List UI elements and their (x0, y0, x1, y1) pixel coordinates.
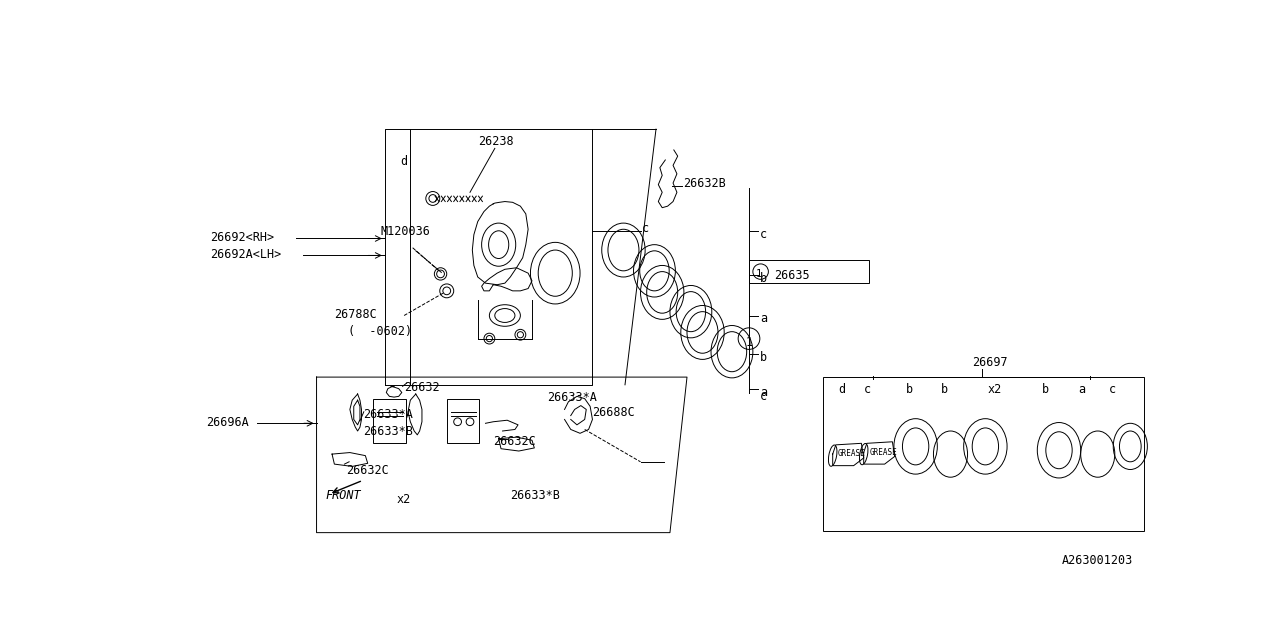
Bar (749, 260, 869, 283)
Text: 26788C: 26788C (334, 308, 378, 321)
Text: 26688C: 26688C (593, 406, 635, 419)
Text: 1: 1 (745, 336, 753, 349)
Text: c: c (760, 390, 767, 403)
Text: GREASE: GREASE (869, 448, 897, 457)
Text: FRONT: FRONT (326, 489, 361, 502)
Text: 26692A<LH>: 26692A<LH> (210, 248, 282, 260)
Text: c: c (1110, 383, 1116, 396)
Text: 26696A: 26696A (206, 415, 250, 429)
Text: d: d (838, 383, 845, 396)
Text: 26633*A: 26633*A (548, 391, 598, 404)
Text: 1: 1 (756, 269, 762, 279)
Text: b: b (760, 273, 767, 285)
Text: 26697: 26697 (973, 356, 1007, 369)
Text: 26632C: 26632C (346, 464, 389, 477)
Text: M120036: M120036 (381, 225, 431, 237)
Text: 26633*A: 26633*A (364, 408, 413, 421)
Text: a: a (1078, 383, 1085, 396)
Bar (447, 399, 479, 444)
Text: 26238: 26238 (477, 135, 513, 148)
Text: b: b (905, 383, 913, 396)
Text: A263001203: A263001203 (1061, 554, 1133, 567)
Bar (823, 377, 1144, 531)
Text: 26633*B: 26633*B (511, 489, 561, 502)
Text: b: b (941, 383, 948, 396)
Text: 26632C: 26632C (493, 435, 536, 448)
Text: 26632: 26632 (404, 381, 440, 394)
Text: x2: x2 (988, 383, 1002, 396)
Text: x2: x2 (397, 493, 411, 506)
Text: c: c (643, 222, 649, 235)
Bar (374, 399, 406, 444)
Text: 26635: 26635 (774, 269, 810, 282)
Text: 26633*B: 26633*B (364, 425, 413, 438)
Text: d: d (401, 156, 407, 168)
Text: c: c (760, 228, 767, 241)
Text: (  -0602): ( -0602) (348, 324, 412, 338)
Text: GREASE: GREASE (838, 449, 865, 458)
Text: b: b (760, 351, 767, 364)
Text: 26632B: 26632B (684, 177, 726, 190)
Text: 26692<RH>: 26692<RH> (210, 231, 274, 244)
Text: c: c (864, 383, 870, 396)
Text: b: b (1042, 383, 1050, 396)
Text: a: a (760, 312, 767, 325)
Text: a: a (760, 385, 767, 399)
